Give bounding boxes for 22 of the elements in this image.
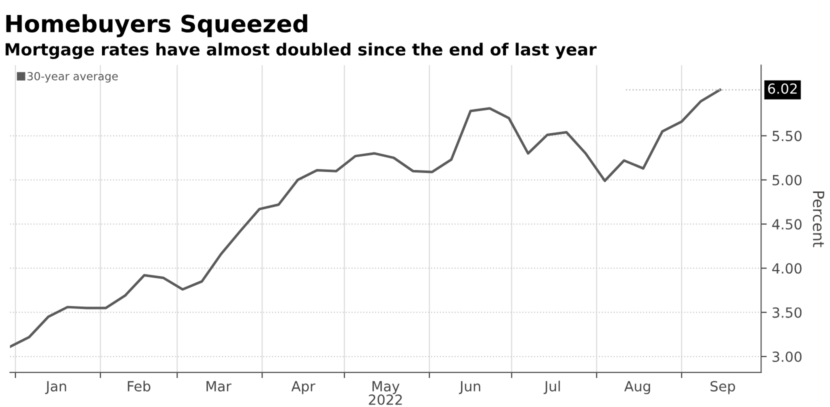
y-tick-label: 4.00 [772, 263, 802, 274]
chart-title: Homebuyers Squeezed [6, 14, 308, 38]
x-tick-label: Sep [710, 380, 736, 394]
y-tick-label: 3.50 [772, 307, 802, 318]
y-tick-label: 5.50 [772, 130, 802, 142]
x-tick-label: May [372, 381, 400, 394]
x-tick-label: Aug [624, 381, 650, 394]
line-series [10, 88, 722, 348]
y-axis-title: Percent [812, 192, 824, 248]
x-tick-label: Apr [291, 381, 316, 394]
y-tick-label: 3.00 [772, 351, 802, 362]
chart-subtitle: Mortgage rates have almost doubled since the end of last year [6, 42, 597, 59]
y-tick-label: 4.50 [772, 219, 802, 230]
legend-label: 30-year average [27, 72, 118, 83]
x-tick-label: Jul [544, 380, 560, 394]
x-tick-label: Jun [458, 381, 480, 394]
ref-line-label: 6.02 [768, 83, 797, 94]
x-tick-label: Mar [206, 381, 232, 392]
x-axis-title: 2022 [368, 394, 402, 405]
x-tick-label: Jan [45, 381, 66, 394]
y-tick-label: 5.00 [772, 174, 802, 186]
x-tick-label: Feb [128, 380, 150, 392]
